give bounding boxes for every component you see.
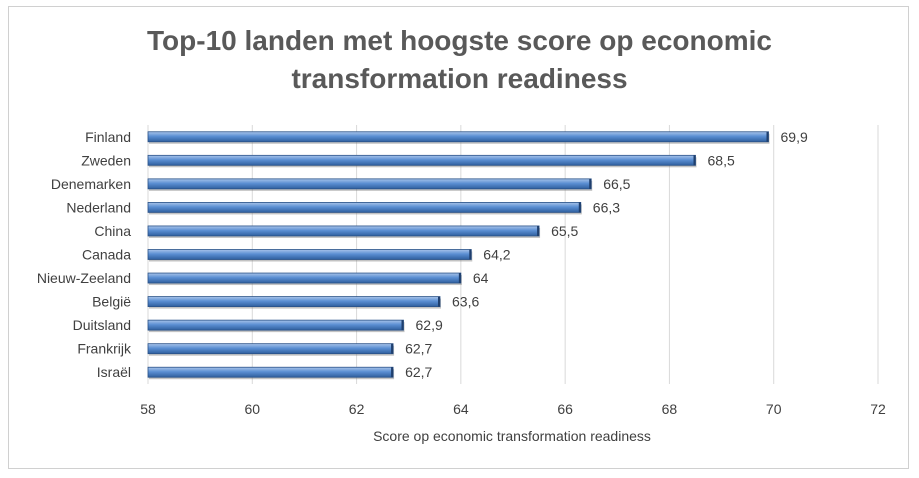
x-tick-label: 70 (766, 401, 782, 417)
category-label: Canada (82, 247, 131, 263)
value-label: 66,3 (593, 199, 620, 215)
bar-end-cap (458, 273, 461, 284)
bar-zweden (147, 154, 696, 166)
value-label: 68,5 (708, 152, 735, 168)
chart-title: Top-10 landen met hoogste score op econo… (0, 22, 919, 98)
chart-title-line-2: transformation readiness (291, 63, 628, 94)
category-label: Zweden (81, 152, 131, 168)
x-axis-title: Score op economic transformation readine… (373, 428, 651, 444)
bar-finland (147, 131, 769, 143)
bar-end-cap (766, 131, 769, 142)
value-label: 65,5 (551, 223, 578, 239)
category-label: Finland (85, 129, 131, 145)
bar-end-cap (469, 249, 472, 260)
x-tick-label: 64 (453, 401, 469, 417)
bar-end-cap (589, 178, 592, 189)
bar-belgië (147, 296, 441, 307)
bar-canada (147, 249, 472, 260)
value-label: 64,2 (483, 247, 510, 263)
category-label: China (94, 223, 131, 239)
bar-end-cap (578, 202, 581, 213)
value-label: 69,9 (781, 129, 808, 145)
bar-end-cap (693, 155, 696, 166)
category-label: Denemarken (51, 176, 131, 192)
bar-end-cap (438, 296, 440, 307)
x-tick-label: 72 (870, 401, 886, 417)
bar-end-cap (391, 367, 394, 378)
x-tick-label: 60 (244, 401, 260, 417)
chart-frame (8, 6, 909, 469)
bar-duitsland (147, 319, 404, 331)
value-label: 62,9 (416, 317, 443, 333)
x-tick-label: 66 (557, 401, 573, 417)
value-label: 66,5 (603, 176, 630, 192)
x-tick-label: 58 (140, 401, 156, 417)
bar-denemarken (147, 178, 592, 190)
bar-end-cap (401, 320, 404, 331)
labels: 58 60 62 64 66 68 70 72 Finland 69,9 Zweden 68,5 Den… (37, 129, 886, 417)
bar-end-cap (537, 225, 540, 236)
value-label: 63,6 (452, 294, 479, 310)
chart-title-line-1: Top-10 landen met hoogste score op econo… (147, 25, 772, 56)
category-label: Frankrijk (77, 341, 132, 357)
category-label: Nederland (66, 199, 131, 215)
x-tick-label: 62 (349, 401, 365, 417)
value-label: 62,7 (405, 364, 432, 380)
bar-nieuw-zeeland (147, 272, 462, 284)
category-label: België (92, 294, 131, 310)
category-label: Nieuw-Zeeland (37, 270, 131, 286)
category-label: Duitsland (73, 317, 131, 333)
category-label: Israël (97, 364, 131, 380)
bar-nederland (147, 202, 582, 213)
x-tick-label: 68 (662, 401, 678, 417)
value-label: 62,7 (405, 341, 432, 357)
bars (147, 131, 770, 380)
bar-frankrijk (147, 343, 394, 355)
value-label: 64 (473, 270, 489, 286)
bar-israël (147, 366, 394, 378)
bar-china (147, 225, 540, 237)
bar-end-cap (391, 343, 394, 354)
